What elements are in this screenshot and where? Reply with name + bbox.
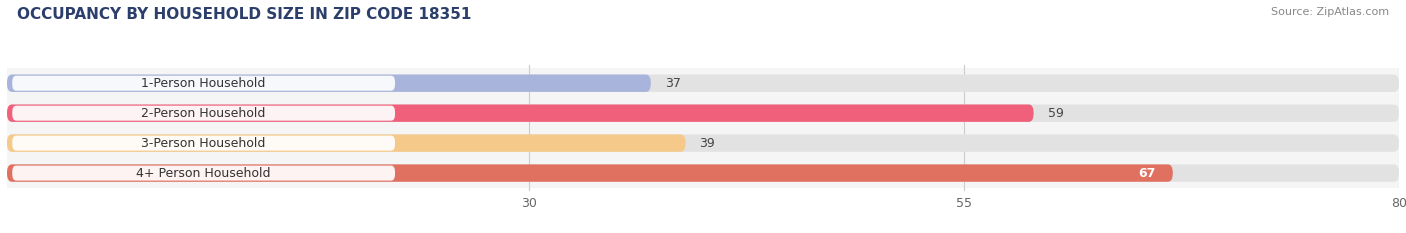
Text: OCCUPANCY BY HOUSEHOLD SIZE IN ZIP CODE 18351: OCCUPANCY BY HOUSEHOLD SIZE IN ZIP CODE …	[17, 7, 471, 22]
Text: 37: 37	[665, 77, 681, 90]
FancyBboxPatch shape	[7, 98, 1399, 128]
Text: 39: 39	[700, 137, 716, 150]
Text: 59: 59	[1047, 107, 1063, 120]
FancyBboxPatch shape	[7, 134, 686, 152]
FancyBboxPatch shape	[7, 104, 1033, 122]
Text: 67: 67	[1137, 167, 1156, 180]
FancyBboxPatch shape	[7, 128, 1399, 158]
FancyBboxPatch shape	[13, 166, 395, 181]
FancyBboxPatch shape	[7, 104, 1399, 122]
FancyBboxPatch shape	[7, 75, 1399, 92]
FancyBboxPatch shape	[7, 164, 1399, 182]
FancyBboxPatch shape	[7, 164, 1173, 182]
Text: 3-Person Household: 3-Person Household	[142, 137, 266, 150]
FancyBboxPatch shape	[13, 106, 395, 121]
FancyBboxPatch shape	[7, 134, 1399, 152]
Text: 2-Person Household: 2-Person Household	[142, 107, 266, 120]
FancyBboxPatch shape	[7, 75, 651, 92]
FancyBboxPatch shape	[7, 68, 1399, 99]
FancyBboxPatch shape	[13, 76, 395, 91]
FancyBboxPatch shape	[7, 158, 1399, 188]
Text: 4+ Person Household: 4+ Person Household	[136, 167, 271, 180]
Text: 1-Person Household: 1-Person Household	[142, 77, 266, 90]
Text: Source: ZipAtlas.com: Source: ZipAtlas.com	[1271, 7, 1389, 17]
FancyBboxPatch shape	[13, 136, 395, 151]
